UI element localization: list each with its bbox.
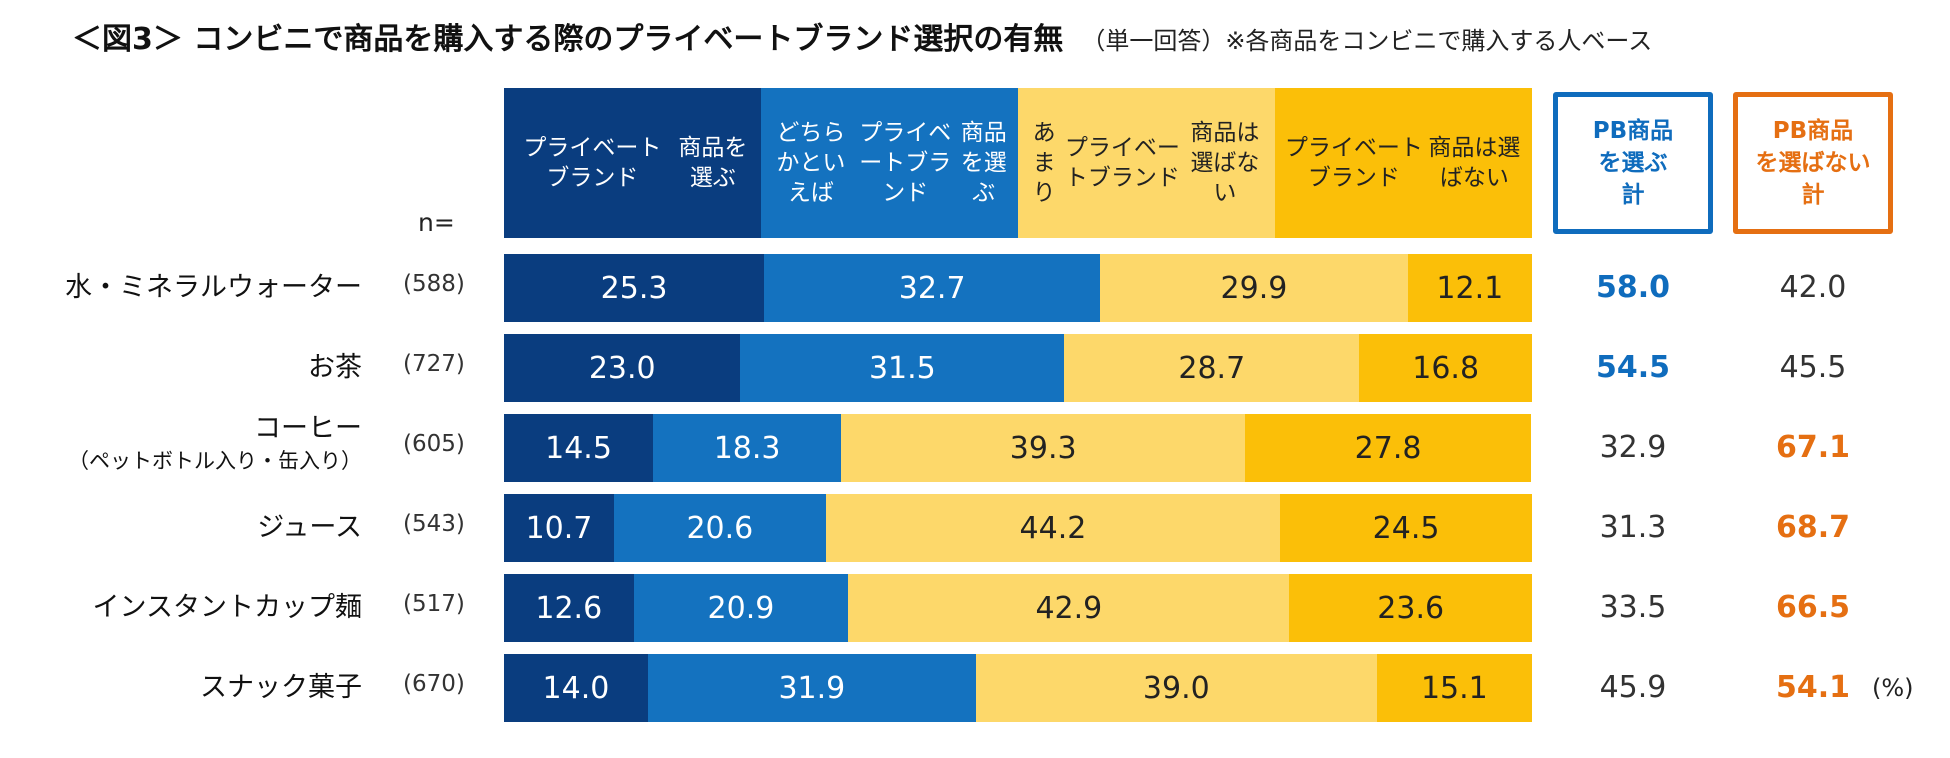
title-row: ＜図3＞ コンビニで商品を購入する際のプライベートブランド選択の有無 （単一回答… [72, 14, 1652, 64]
bar-segment: 39.0 [975, 654, 1377, 722]
bar-segment: 39.3 [841, 414, 1246, 482]
legend-label-line: プライベートブランド [859, 120, 952, 206]
total-choose-value: 45.9 [1599, 670, 1667, 705]
stacked-bar: 14.0 31.9 39.0 15.1 [504, 654, 1532, 722]
sample-size: (727) [403, 351, 465, 377]
sample-size: (517) [403, 591, 465, 617]
chart-subtitle: （単一回答）※各商品をコンビニで購入する人ベース [1081, 27, 1653, 55]
legend-label-line: どちらかといえば [776, 120, 846, 206]
bar-segment: 29.9 [1100, 254, 1408, 322]
category-name: コーヒー [254, 413, 362, 444]
total-choose-value: 58.0 [1595, 270, 1671, 305]
total-choose-value: 31.3 [1599, 510, 1667, 545]
legend-item: プライベートブランド 商品を選ぶ [504, 88, 761, 238]
legend-label-line: 商品は選ばない [1428, 135, 1521, 191]
legend-item: あまり プライベートブランド 商品は選ばない [1018, 88, 1275, 238]
category-label: ジュース [257, 508, 362, 548]
stacked-bar: 10.7 20.6 44.2 24.5 [504, 494, 1532, 562]
bar-segment: 28.7 [1064, 334, 1360, 402]
legend-item: どちらかといえば プライベートブランド 商品を選ぶ [761, 88, 1018, 238]
stacked-bar: 12.6 20.9 42.9 23.6 [504, 574, 1532, 642]
sample-size: (605) [403, 431, 465, 457]
pb-not-choose-header-line: PB商品 [1772, 118, 1854, 144]
stacked-bar: 25.3 32.7 29.9 12.1 [504, 254, 1532, 322]
legend-item: プライベートブランド 商品は選ばない [1275, 88, 1532, 238]
bar-segment: 23.0 [504, 334, 741, 402]
total-not-choose-value: 54.1 [1775, 670, 1851, 705]
legend-label-line: 商品は選ばない [1190, 120, 1260, 206]
bar-segment: 32.7 [764, 254, 1101, 322]
bar-segment: 31.9 [647, 654, 976, 722]
bar-segment: 12.1 [1407, 254, 1532, 322]
bar-segment: 10.7 [504, 494, 614, 562]
total-not-choose-value: 45.5 [1779, 350, 1847, 385]
pb-choose-header-line: PB商品 [1592, 118, 1674, 144]
chart-title: ＜図3＞ コンビニで商品を購入する際のプライベートブランド選択の有無 [72, 22, 1064, 57]
category-label: スナック菓子 [200, 668, 362, 708]
total-not-choose-value: 67.1 [1775, 430, 1851, 465]
legend-label-line: 商品を選ぶ [960, 120, 1007, 206]
legend-label-line: 商品を選ぶ [678, 135, 748, 191]
category-label: 水・ミネラルウォーター [65, 268, 362, 308]
bar-segment: 44.2 [825, 494, 1281, 562]
stacked-bar: 23.0 31.5 28.7 16.8 [504, 334, 1532, 402]
category-name: 水・ミネラルウォーター [65, 272, 362, 303]
pb-not-choose-header-line: 計 [1801, 182, 1825, 208]
category-label: コーヒー （ペットボトル入り・缶入り） [68, 412, 362, 476]
sample-size: (588) [403, 271, 465, 297]
bar-segment: 27.8 [1245, 414, 1531, 482]
bar-segment: 14.0 [504, 654, 648, 722]
legend-label-line: あまり [1032, 120, 1056, 206]
total-not-choose-value: 68.7 [1775, 510, 1851, 545]
bar-segment: 24.5 [1280, 494, 1532, 562]
pb-not-choose-header-line: を選ばない [1755, 150, 1871, 176]
bar-segment: 14.5 [504, 414, 654, 482]
pb-choose-header-line: 計 [1621, 182, 1645, 208]
n-label: n= [418, 208, 455, 237]
total-choose-value: 54.5 [1595, 350, 1671, 385]
bar-segment: 20.6 [613, 494, 826, 562]
bar-segment: 16.8 [1359, 334, 1532, 402]
bar-segment: 15.1 [1376, 654, 1532, 722]
stacked-bar: 14.5 18.3 39.3 27.8 [504, 414, 1532, 482]
pb-choose-header-line: を選ぶ [1598, 150, 1668, 176]
bar-segment: 20.9 [633, 574, 849, 642]
total-not-choose-value: 66.5 [1775, 590, 1851, 625]
category-name: スナック菓子 [200, 672, 362, 703]
legend-label-line: プライベートブランド [1064, 135, 1180, 191]
bar-segment: 31.5 [740, 334, 1065, 402]
sample-size: (670) [403, 671, 465, 697]
category-name: ジュース [257, 512, 362, 543]
category-sublabel: （ペットボトル入り・缶入り） [68, 449, 362, 473]
total-not-choose-value: 42.0 [1779, 270, 1847, 305]
unit-label: (%) [1872, 674, 1914, 702]
sample-size: (543) [403, 511, 465, 537]
legend-label-line: プライベートブランド [1284, 135, 1423, 191]
bar-segment: 23.6 [1289, 574, 1532, 642]
bar-segment: 25.3 [504, 254, 765, 322]
category-label: お茶 [308, 348, 362, 388]
bar-segment: 42.9 [848, 574, 1290, 642]
total-choose-value: 32.9 [1599, 430, 1667, 465]
category-name: お茶 [308, 352, 362, 383]
pb-not-choose-total-header: PB商品 を選ばない 計 [1733, 92, 1893, 234]
category-name: インスタントカップ麺 [92, 592, 362, 623]
category-label: インスタントカップ麺 [93, 588, 362, 628]
total-choose-value: 33.5 [1599, 590, 1667, 625]
legend-label-line: プライベートブランド [523, 135, 662, 191]
bar-segment: 12.6 [504, 574, 634, 642]
pb-choose-total-header: PB商品 を選ぶ 計 [1553, 92, 1713, 234]
bar-segment: 18.3 [653, 414, 842, 482]
